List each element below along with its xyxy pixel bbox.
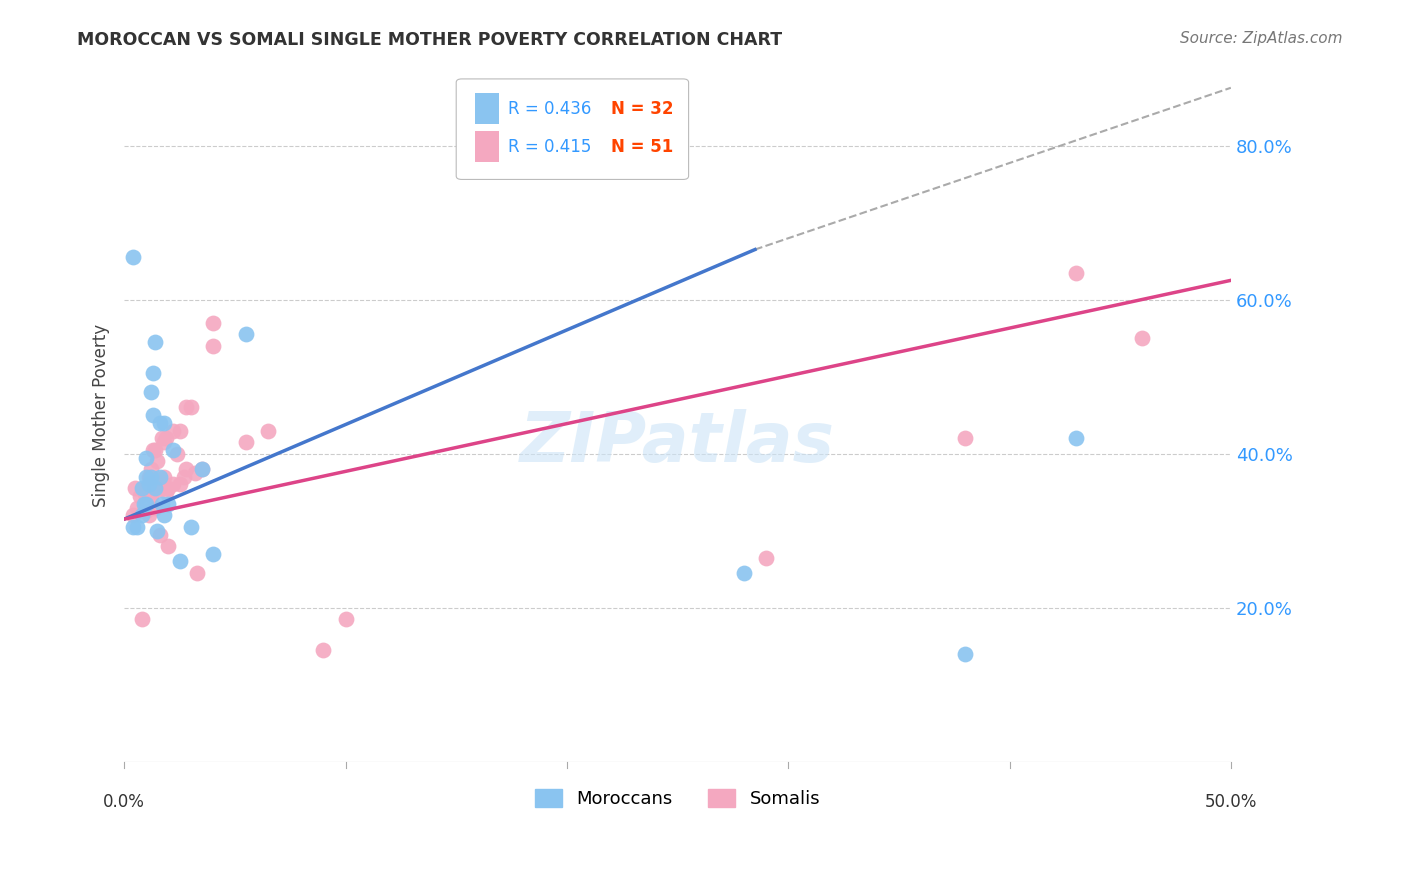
Point xyxy=(201,547,224,561)
Point xyxy=(135,481,157,495)
Point xyxy=(153,435,176,450)
Point xyxy=(173,469,195,483)
Point xyxy=(122,520,145,534)
Point xyxy=(257,424,280,438)
Point xyxy=(135,504,157,518)
Point xyxy=(1064,266,1087,280)
Point xyxy=(134,504,156,518)
Bar xyxy=(475,131,499,162)
Point xyxy=(235,435,257,450)
Point xyxy=(131,612,153,626)
Point xyxy=(131,481,153,495)
Point xyxy=(153,469,176,483)
Point xyxy=(138,508,160,523)
Point xyxy=(143,500,166,515)
Point xyxy=(139,489,162,503)
Bar xyxy=(475,93,499,124)
Point xyxy=(169,477,191,491)
Point xyxy=(127,500,149,515)
Point xyxy=(143,481,166,495)
Y-axis label: Single Mother Poverty: Single Mother Poverty xyxy=(93,324,110,507)
Point xyxy=(162,424,184,438)
Point xyxy=(169,424,191,438)
Point xyxy=(174,401,197,415)
Point xyxy=(155,431,177,445)
Point xyxy=(955,647,977,661)
Point xyxy=(142,408,165,422)
Text: ZIPatlas: ZIPatlas xyxy=(520,409,835,476)
Text: Source: ZipAtlas.com: Source: ZipAtlas.com xyxy=(1180,31,1343,46)
Point xyxy=(142,485,165,500)
Point xyxy=(166,447,188,461)
Point xyxy=(138,469,160,483)
Point xyxy=(143,334,166,349)
Point xyxy=(142,442,165,457)
Point xyxy=(755,550,778,565)
Point xyxy=(150,481,173,495)
Point xyxy=(186,566,208,580)
Point xyxy=(122,508,145,523)
Point xyxy=(149,527,172,541)
Point xyxy=(143,442,166,457)
Point xyxy=(153,508,176,523)
Point xyxy=(157,481,180,495)
Point xyxy=(146,524,169,538)
Point xyxy=(190,462,212,476)
FancyBboxPatch shape xyxy=(456,78,689,179)
Point xyxy=(135,497,157,511)
Text: MOROCCAN VS SOMALI SINGLE MOTHER POVERTY CORRELATION CHART: MOROCCAN VS SOMALI SINGLE MOTHER POVERTY… xyxy=(77,31,783,49)
Point xyxy=(162,442,184,457)
Point xyxy=(155,485,177,500)
Point xyxy=(1064,431,1087,445)
Point xyxy=(201,316,224,330)
Point xyxy=(235,327,257,342)
Point xyxy=(146,481,169,495)
Point xyxy=(153,416,176,430)
Point xyxy=(312,643,335,657)
Point xyxy=(142,366,165,380)
Point xyxy=(174,462,197,476)
Point xyxy=(157,497,180,511)
Point xyxy=(733,566,755,580)
Point xyxy=(190,462,212,476)
Text: 0.0%: 0.0% xyxy=(103,793,145,811)
Point xyxy=(149,469,172,483)
Point xyxy=(139,462,162,476)
Point xyxy=(162,477,184,491)
Point xyxy=(1130,331,1153,345)
Point xyxy=(180,401,202,415)
Point xyxy=(131,508,153,523)
Point xyxy=(150,431,173,445)
Point xyxy=(157,539,180,553)
Text: N = 32: N = 32 xyxy=(612,100,673,118)
Point xyxy=(150,497,173,511)
Point xyxy=(135,469,157,483)
Point xyxy=(128,489,150,503)
Point xyxy=(184,466,207,480)
Point xyxy=(146,454,169,468)
Text: N = 51: N = 51 xyxy=(612,138,673,156)
Point xyxy=(135,450,157,465)
Point xyxy=(149,416,172,430)
Point xyxy=(139,469,162,483)
Point xyxy=(127,520,149,534)
Point xyxy=(180,520,202,534)
Text: 50.0%: 50.0% xyxy=(1205,793,1257,811)
Legend: Moroccans, Somalis: Moroccans, Somalis xyxy=(527,781,828,815)
Point xyxy=(335,612,357,626)
Point xyxy=(138,477,160,491)
Text: R = 0.436: R = 0.436 xyxy=(508,100,592,118)
Point xyxy=(134,497,156,511)
Text: R = 0.415: R = 0.415 xyxy=(508,138,592,156)
Point xyxy=(124,481,146,495)
Point xyxy=(169,554,191,568)
Point xyxy=(122,250,145,264)
Point xyxy=(134,485,156,500)
Point xyxy=(143,474,166,488)
Point xyxy=(201,339,224,353)
Point xyxy=(955,431,977,445)
Point xyxy=(139,385,162,400)
